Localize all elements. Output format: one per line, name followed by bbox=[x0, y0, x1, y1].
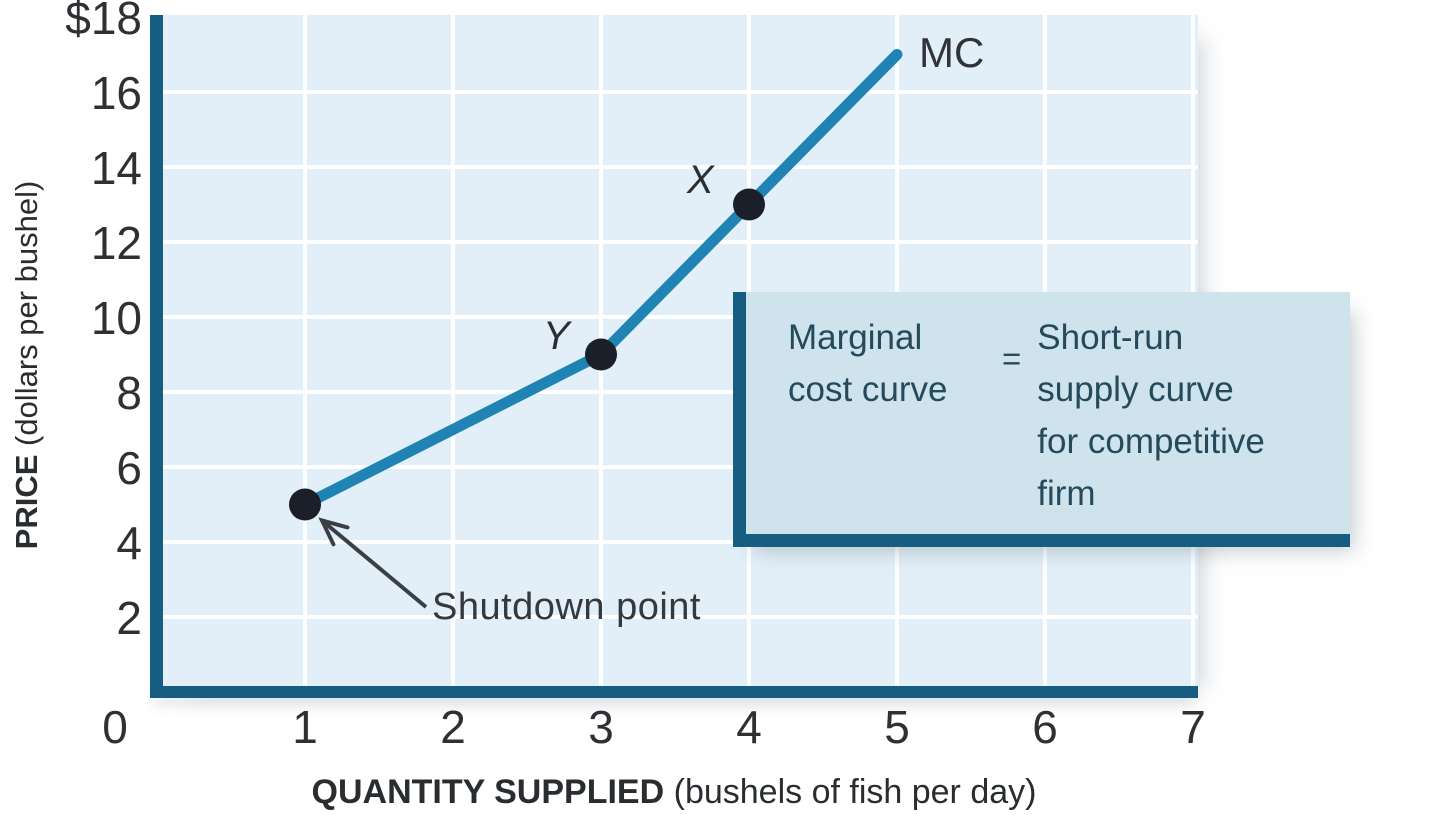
x-tick-label: 6 bbox=[1032, 701, 1058, 753]
data-point-dot bbox=[289, 488, 321, 521]
x-tick-label: 4 bbox=[736, 701, 762, 753]
arrow-line bbox=[318, 517, 428, 609]
y-tick-label: 8 bbox=[116, 367, 142, 419]
y-tick-label: $18 bbox=[65, 0, 142, 44]
x-tick-label: 1 bbox=[292, 701, 318, 753]
equals-sign: = bbox=[1002, 340, 1022, 377]
annotation-right-line: firm bbox=[1037, 474, 1096, 513]
x-tick-label: 3 bbox=[588, 701, 614, 753]
point-y-label: Y bbox=[543, 313, 570, 358]
annotation-box: Marginal cost curve = Short-run supply c… bbox=[733, 292, 1350, 547]
y-tick-label: 14 bbox=[90, 142, 142, 194]
annotation-right-line: for competitive bbox=[1037, 422, 1265, 461]
y-axis-title-rest: (dollars per bushel) bbox=[9, 180, 44, 455]
data-point-dot bbox=[585, 338, 617, 371]
y-axis-line bbox=[150, 15, 163, 698]
annotation-left-line: cost curve bbox=[788, 370, 948, 409]
y-tick-label: 16 bbox=[90, 67, 142, 119]
x-tick-label: 5 bbox=[884, 701, 910, 753]
y-tick-label: 10 bbox=[90, 292, 142, 344]
annotation-right-line: Short-run bbox=[1037, 318, 1184, 357]
x-tick-label: 0 bbox=[102, 701, 128, 753]
y-tick-label: 2 bbox=[116, 592, 142, 644]
annotation-right-text: Short-run supply curve for competitive f… bbox=[1037, 312, 1350, 520]
y-axis-title-bold: PRICE bbox=[9, 454, 44, 550]
mc-curve-label: MC bbox=[919, 28, 985, 76]
x-tick-label: 2 bbox=[440, 701, 466, 753]
data-point-dot bbox=[733, 188, 765, 221]
mc-curve bbox=[289, 49, 903, 521]
y-axis-title: PRICE (dollars per bushel) bbox=[9, 181, 45, 550]
mc-line bbox=[299, 49, 903, 510]
x-axis-title-bold: QUANTITY SUPPLIED bbox=[311, 773, 665, 811]
x-axis-line bbox=[150, 686, 1198, 698]
shutdown-point-label: Shutdown point bbox=[432, 586, 701, 628]
annotation-left-line: Marginal bbox=[788, 318, 923, 357]
y-tick-label: 12 bbox=[90, 217, 142, 269]
annotation-box-content: Marginal cost curve = Short-run supply c… bbox=[746, 292, 1350, 520]
shutdown-arrow bbox=[318, 517, 428, 609]
annotation-right-line: supply curve bbox=[1037, 370, 1234, 409]
y-tick-label: 6 bbox=[116, 442, 142, 494]
point-x-label: X bbox=[687, 157, 714, 202]
y-tick-label: 4 bbox=[116, 517, 142, 569]
annotation-left-text: Marginal cost curve bbox=[788, 312, 988, 416]
x-axis-title-rest: (bushels of fish per day) bbox=[664, 773, 1037, 811]
x-axis-title: QUANTITY SUPPLIED (bushels of fish per d… bbox=[150, 772, 1198, 812]
x-tick-label: 7 bbox=[1180, 701, 1206, 753]
